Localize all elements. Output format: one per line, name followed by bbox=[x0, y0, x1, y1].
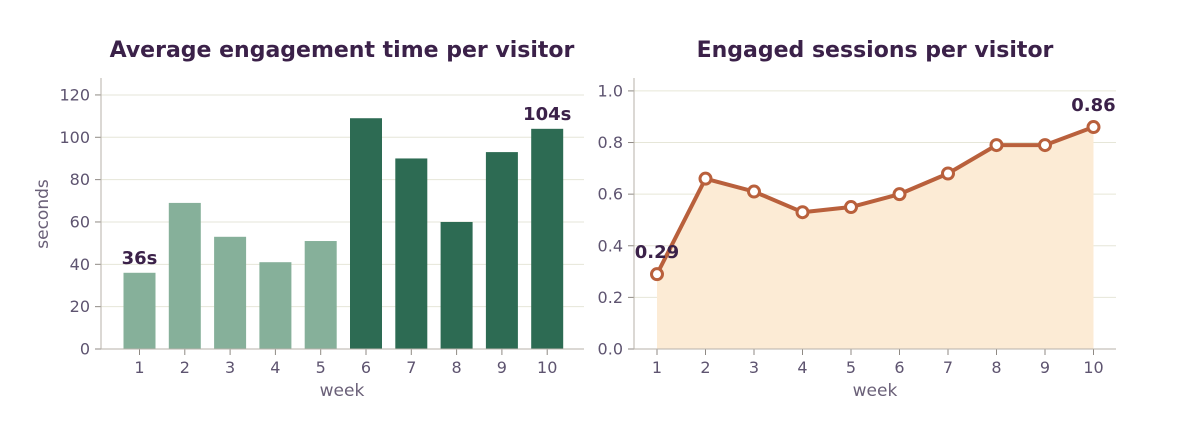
left-y-tick-label: 20 bbox=[70, 297, 90, 316]
point-week-4 bbox=[795, 205, 810, 220]
right-annotations: 0.29 0.86 bbox=[635, 95, 1116, 263]
left-y-tick-label: 60 bbox=[70, 212, 90, 231]
left-x-tick-label: 1 bbox=[134, 358, 144, 377]
right-chart-title: Engaged sessions per visitor bbox=[697, 38, 1054, 63]
right-x-tick-label: 10 bbox=[1083, 358, 1103, 377]
left-x-tick-label: 5 bbox=[316, 358, 326, 377]
bar-week-9 bbox=[485, 152, 518, 349]
left-chart-title: Average engagement time per visitor bbox=[110, 38, 575, 63]
left-annotation: 36s bbox=[122, 248, 158, 269]
left-y-tick-label: 100 bbox=[59, 128, 90, 147]
bar-week-3 bbox=[214, 236, 247, 349]
right-x-tick-label: 1 bbox=[652, 358, 662, 377]
left-y-tick-label: 120 bbox=[59, 85, 90, 104]
right-x-tick-label: 9 bbox=[1040, 358, 1050, 377]
point-week-9 bbox=[1038, 138, 1052, 153]
left-annotation: 104s bbox=[523, 104, 571, 125]
bar-week-5 bbox=[304, 241, 337, 349]
right-x-tick-label: 4 bbox=[797, 358, 807, 377]
point-week-8 bbox=[989, 138, 1004, 153]
bar-week-4 bbox=[259, 262, 292, 349]
right-y-tick-label: 0.4 bbox=[598, 236, 623, 255]
right-annotation: 0.86 bbox=[1071, 95, 1115, 116]
point-week-7 bbox=[941, 166, 955, 181]
right-x-ticks: 1 2 3 4 5 6 7 8 9 10 bbox=[652, 349, 1104, 377]
bar-week-10 bbox=[531, 128, 564, 349]
left-x-ticks: 1 2 3 4 5 6 7 8 9 10 bbox=[134, 349, 557, 377]
bar-week-8 bbox=[440, 221, 473, 349]
left-annotations: 36s 104s bbox=[122, 104, 572, 269]
right-y-tick-label: 0.8 bbox=[598, 133, 623, 152]
left-x-tick-label: 9 bbox=[497, 358, 507, 377]
right-y-tick-label: 0.2 bbox=[598, 288, 623, 307]
right-x-tick-label: 3 bbox=[749, 358, 759, 377]
left-x-tick-label: 6 bbox=[361, 358, 371, 377]
bar-week-1 bbox=[123, 272, 156, 349]
bar-week-7 bbox=[395, 158, 428, 349]
point-week-2 bbox=[698, 171, 713, 186]
engagement-time-chart: Average engagement time per visitor 0 20 4… bbox=[33, 38, 584, 401]
left-y-tick-label: 80 bbox=[70, 170, 90, 189]
left-x-tick-label: 8 bbox=[452, 358, 462, 377]
point-week-10 bbox=[1086, 120, 1101, 135]
right-area-fill bbox=[657, 127, 1094, 350]
left-y-axis-label: seconds bbox=[33, 179, 53, 249]
right-x-axis-label: week bbox=[853, 381, 898, 401]
point-week-6 bbox=[892, 187, 907, 202]
right-y-tick-label: 0.0 bbox=[598, 340, 623, 359]
right-x-tick-label: 7 bbox=[943, 358, 953, 377]
left-x-tick-label: 4 bbox=[270, 358, 280, 377]
right-series-line bbox=[655, 125, 1095, 276]
left-x-tick-label: 10 bbox=[537, 358, 557, 377]
right-points bbox=[650, 120, 1101, 282]
engaged-sessions-chart: Engaged sessions per visitor 0.00.20.40.… bbox=[598, 38, 1116, 401]
right-y-ticks: 0.0 0.2 0.4 0.6 0.8 1.0 bbox=[598, 81, 634, 359]
right-y-tick-label: 1.0 bbox=[598, 81, 623, 100]
left-x-axis-label: week bbox=[320, 381, 365, 401]
left-y-ticks: 0 20 40 60 80 100 120 bbox=[59, 85, 101, 359]
bar-week-6 bbox=[350, 118, 382, 349]
left-y-tick-label: 40 bbox=[70, 255, 90, 274]
point-week-1 bbox=[650, 267, 664, 282]
bar-week-2 bbox=[168, 202, 201, 349]
right-x-tick-label: 2 bbox=[700, 358, 710, 377]
right-x-tick-label: 6 bbox=[894, 358, 904, 377]
left-y-tick-label: 0 bbox=[80, 340, 90, 359]
right-y-tick-label: 0.6 bbox=[598, 185, 623, 204]
left-x-tick-label: 3 bbox=[225, 358, 235, 377]
right-x-tick-label: 8 bbox=[991, 358, 1001, 377]
left-bars bbox=[123, 118, 564, 349]
left-x-tick-label: 7 bbox=[406, 358, 416, 377]
right-x-tick-label: 5 bbox=[846, 358, 856, 377]
left-x-tick-label: 2 bbox=[180, 358, 190, 377]
point-week-3 bbox=[747, 184, 761, 199]
right-annotation: 0.29 bbox=[635, 242, 679, 263]
point-week-5 bbox=[844, 200, 858, 215]
